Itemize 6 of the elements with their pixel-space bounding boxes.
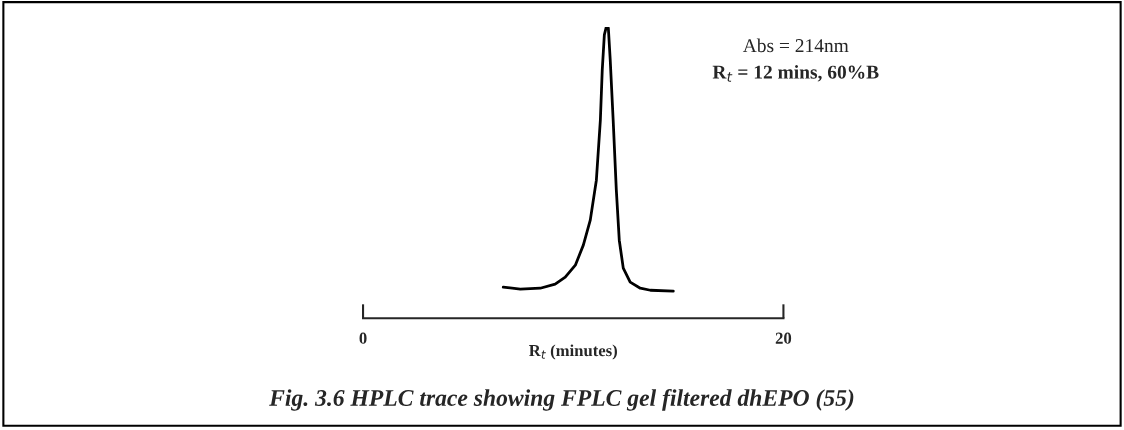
x-tick-label: 0 — [359, 332, 367, 344]
x-tick-label: 20 — [775, 332, 792, 344]
annotation: Abs = 214nm — [742, 38, 849, 53]
annotation: R$_{t}$ = 12 mins, 60%B — [712, 65, 879, 82]
text: Fig. 3.6 HPLC trace showing FPLC gel filtered dhEPO (55) — [269, 389, 854, 411]
x-axis-title: R$_{t}$ (minutes) — [529, 344, 617, 360]
